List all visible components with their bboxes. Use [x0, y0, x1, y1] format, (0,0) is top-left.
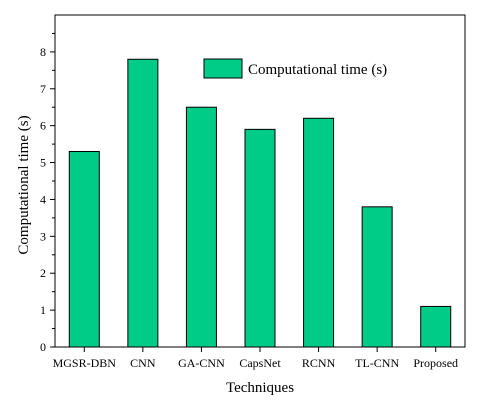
bar-tl-cnn — [361, 206, 393, 348]
bars — [68, 58, 452, 348]
y-tick-label: 6 — [40, 119, 46, 133]
x-tick-label: Proposed — [413, 356, 458, 370]
y-tick-label: 0 — [40, 340, 46, 354]
x-tick-label: CNN — [130, 356, 156, 370]
bar-cnn — [127, 58, 159, 348]
legend-label: Computational time (s) — [248, 62, 387, 78]
x-tick-label: RCNN — [302, 356, 336, 370]
y-tick-label: 7 — [40, 82, 46, 96]
y-tick-label: 2 — [40, 266, 46, 280]
bar-capsnet — [244, 128, 276, 348]
y-tick-label: 3 — [40, 229, 46, 243]
bar-proposed — [420, 305, 452, 348]
x-tick-label: GA-CNN — [178, 356, 225, 370]
x-axis-ticks: MGSR-DBN CNN GA-CNN CapsNet RCNN TL-CNN Propos… — [53, 347, 458, 370]
y-tick-label: 4 — [40, 192, 46, 206]
y-axis-title: Computational time (s) — [16, 115, 32, 254]
bar-ga-cnn — [185, 106, 217, 348]
bar-mgsr-dbn — [68, 150, 100, 348]
bar-rcnn — [303, 117, 335, 348]
legend: Computational time (s) — [203, 58, 387, 79]
x-axis-title: Techniques — [226, 380, 294, 396]
legend-swatch — [203, 58, 243, 79]
x-tick-label: MGSR-DBN — [53, 356, 117, 370]
x-tick-label: TL-CNN — [355, 356, 399, 370]
y-tick-label: 8 — [40, 45, 46, 59]
y-tick-label: 1 — [40, 303, 46, 317]
y-axis-ticks: 0 1 2 3 4 5 6 7 8 — [40, 32, 55, 354]
x-tick-label: CapsNet — [239, 356, 281, 370]
y-tick-label: 5 — [40, 156, 46, 170]
